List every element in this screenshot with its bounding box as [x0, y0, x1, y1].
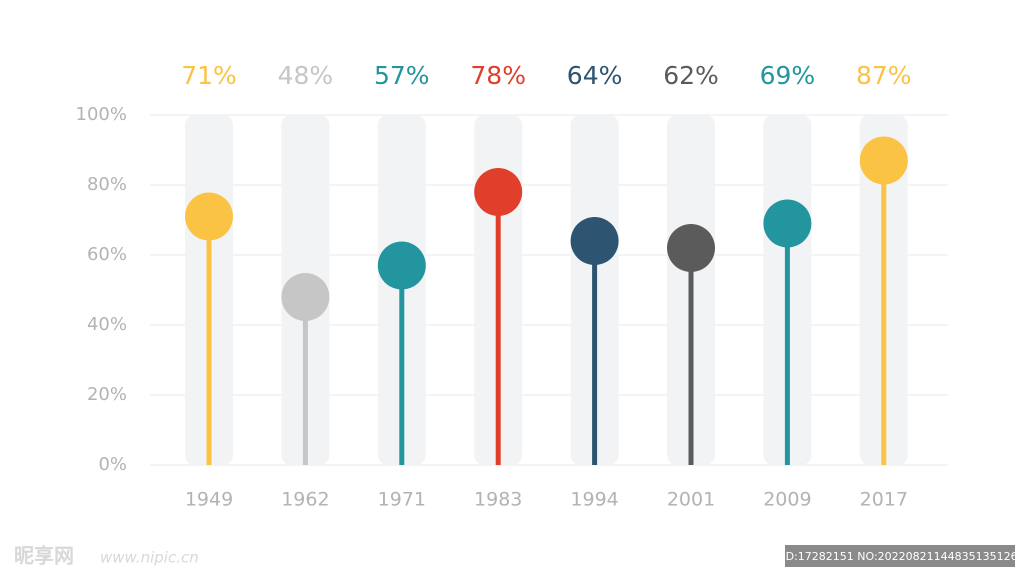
- x-tick-label: 2001: [667, 489, 715, 511]
- x-tick-label: 2009: [763, 489, 811, 511]
- x-tick-label: 1983: [474, 489, 522, 511]
- y-tick-label: 20%: [87, 384, 127, 405]
- y-tick-label: 40%: [87, 314, 127, 335]
- y-tick-label: 0%: [98, 454, 127, 475]
- dot: [667, 224, 715, 272]
- x-tick-label: 1949: [185, 489, 233, 511]
- y-tick-label: 100%: [76, 104, 127, 125]
- x-tick-label: 1994: [570, 489, 618, 511]
- dot: [859, 136, 908, 185]
- value-label: 62%: [663, 61, 719, 90]
- value-label: 69%: [760, 61, 816, 90]
- y-tick-label: 80%: [87, 174, 127, 195]
- dot: [377, 241, 426, 290]
- value-label: 71%: [181, 61, 237, 90]
- dot: [474, 168, 523, 216]
- value-label: 57%: [374, 61, 430, 90]
- value-label: 48%: [278, 61, 334, 90]
- dot: [570, 217, 619, 265]
- watermark-logo: 昵享网: [14, 544, 74, 568]
- x-tick-label: 2017: [860, 489, 908, 511]
- value-label: 87%: [856, 61, 912, 90]
- dot: [281, 273, 330, 321]
- watermark-id: ID:17282151 NO:20220821144835135126: [782, 550, 1017, 563]
- x-tick-label: 1962: [281, 489, 329, 511]
- value-label: 78%: [470, 61, 526, 90]
- dot: [185, 192, 233, 241]
- y-tick-label: 60%: [87, 244, 127, 265]
- x-tick-label: 1971: [378, 489, 426, 511]
- value-label: 64%: [567, 61, 623, 90]
- watermark-url: www.nipic.cn: [100, 549, 199, 567]
- watermark-box: [785, 545, 1015, 567]
- dot: [763, 199, 812, 248]
